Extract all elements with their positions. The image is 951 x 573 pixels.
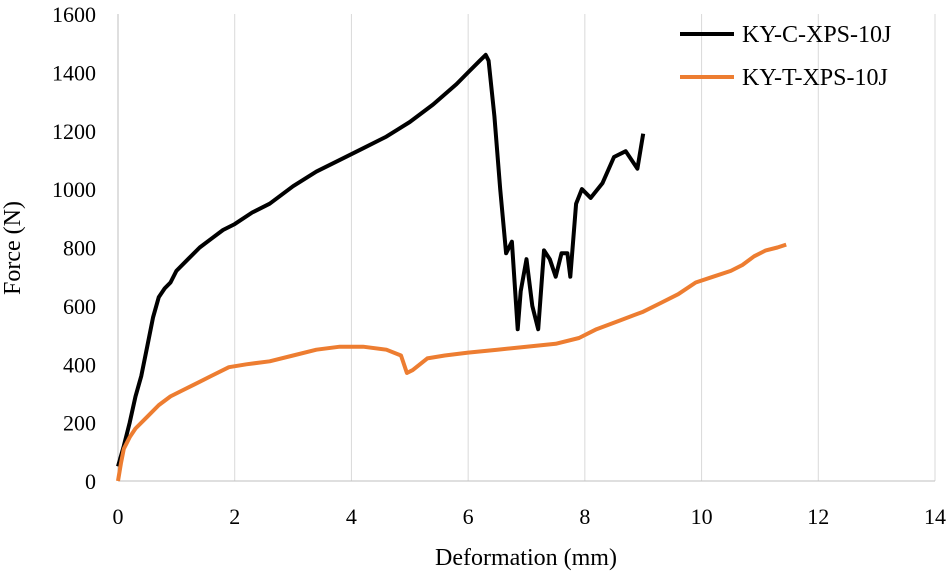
x-tick-label: 2: [229, 504, 240, 529]
x-tick-label: 8: [579, 504, 590, 529]
y-tick-label: 400: [63, 352, 96, 377]
vertical-gridlines: [234, 14, 936, 481]
x-tick-label: 6: [463, 504, 474, 529]
y-tick-label: 0: [85, 469, 96, 494]
x-tick-label: 14: [924, 504, 946, 529]
x-tick-label: 0: [113, 504, 124, 529]
legend: KY-C-XPS-10J KY-T-XPS-10J: [680, 22, 891, 91]
series-line-2: [116, 242, 787, 482]
legend-label-1: KY-C-XPS-10J: [742, 22, 891, 48]
y-axis-title: Force (N): [0, 201, 26, 295]
series-line-1: [116, 52, 646, 467]
y-tick-labels: 0 200 400 600 800 1000 1200 1400 1600: [52, 2, 96, 494]
axes: [117, 14, 935, 482]
x-tick-label: 10: [691, 504, 713, 529]
x-tick-labels: 0 2 4 6 8 10 12 14: [113, 504, 947, 529]
x-axis-title: Deformation (mm): [435, 545, 617, 571]
y-tick-label: 1600: [52, 2, 96, 27]
legend-label-2: KY-T-XPS-10J: [742, 65, 888, 91]
x-tick-label: 12: [807, 504, 829, 529]
x-tick-label: 4: [346, 504, 357, 529]
y-tick-label: 200: [63, 411, 96, 436]
y-tick-label: 800: [63, 236, 96, 261]
y-tick-label: 1000: [52, 177, 96, 202]
data-series: [116, 52, 787, 482]
y-tick-label: 1200: [52, 119, 96, 144]
y-tick-label: 600: [63, 294, 96, 319]
y-tick-label: 1400: [52, 60, 96, 85]
